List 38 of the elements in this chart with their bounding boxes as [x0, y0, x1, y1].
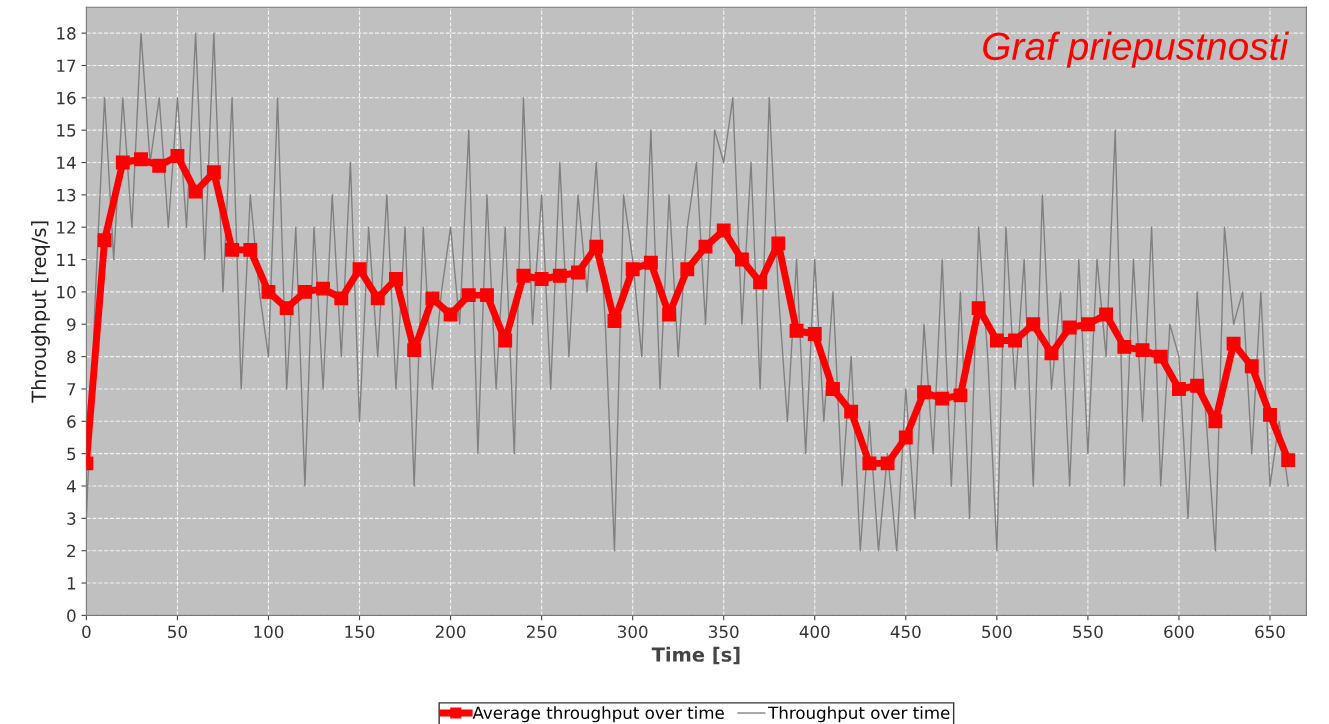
- x-tick-label: 450: [890, 625, 921, 639]
- x-tick-label: 400: [799, 625, 830, 639]
- x-tick-label: 250: [526, 625, 557, 639]
- y-tick-label: 12: [57, 221, 75, 234]
- y-tick-label: 16: [57, 91, 76, 105]
- x-tick-label: 0: [82, 625, 91, 639]
- y-tick-label: 3: [67, 512, 76, 525]
- y-tick-label: 17: [57, 59, 76, 72]
- x-tick-label: 350: [709, 625, 739, 639]
- x-tick-label: 550: [1073, 625, 1103, 639]
- text: Graf priepustnosti: [983, 31, 1289, 68]
- y-tick-label: 0: [67, 609, 76, 622]
- x-tick-label: 650: [1255, 625, 1285, 639]
- y-tick-label: 1: [67, 577, 76, 590]
- y-axis-title: Throughput [req/s]: [31, 221, 50, 403]
- y-tick-label: 5: [67, 447, 76, 461]
- y-tick-label: 6: [67, 415, 76, 428]
- y-tick-label: 10: [57, 285, 76, 299]
- y-tick-label: 8: [67, 350, 76, 364]
- x-tick-label: 100: [254, 625, 284, 639]
- x-tick-label: 150: [345, 625, 375, 639]
- x-tick-label: 200: [435, 625, 466, 639]
- x-tick-label: 600: [1164, 625, 1194, 639]
- y-tick-label: 14: [57, 156, 76, 169]
- x-tick-label: 50: [168, 625, 187, 639]
- y-tick-label: 9: [67, 318, 76, 331]
- y-tick-label: 2: [67, 544, 75, 558]
- y-tick-label: 4: [66, 480, 76, 493]
- x-tick-label: 300: [618, 625, 648, 639]
- y-tick-label: 7: [67, 383, 76, 396]
- y-tick-label: 11: [57, 253, 76, 266]
- legend-label: Average throughput over time: [472, 706, 724, 723]
- y-tick-label: 18: [57, 27, 76, 40]
- y-tick-label: 13: [57, 188, 76, 202]
- x-axis-title: Time [s]: [651, 646, 740, 665]
- x-tick-label: 500: [982, 625, 1012, 639]
- legend-label: Throughput over time: [768, 706, 950, 723]
- y-tick-label: 15: [57, 124, 76, 137]
